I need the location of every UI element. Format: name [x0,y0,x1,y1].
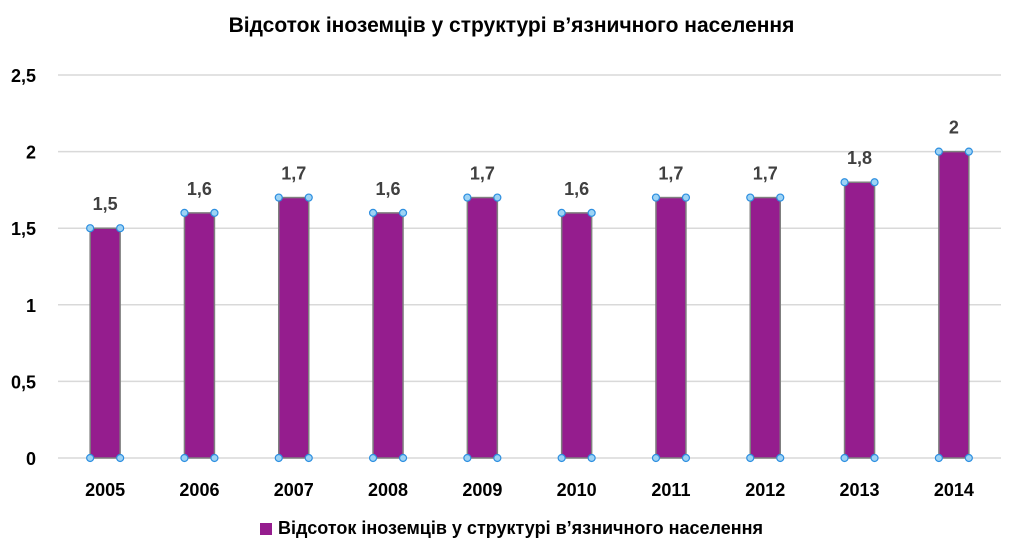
selection-handle [746,453,755,463]
data-label: 1,7 [470,164,495,184]
selection-handle [368,208,378,217]
y-tick-label: 2,5 [11,66,36,86]
bar [843,181,876,459]
bar [466,196,499,459]
data-label: 1,5 [93,194,118,214]
selection-handle [840,178,849,187]
data-label: 1,8 [847,148,872,168]
bar [372,212,404,459]
selection-handle [964,147,973,156]
selection-handle [870,178,879,187]
selection-handle [398,208,408,217]
selection-handle [776,453,785,463]
data-label: 1,6 [376,179,401,199]
y-tick-label: 1 [26,296,36,316]
selection-handle [274,193,283,202]
bar [560,212,593,459]
legend-label: Відсоток іноземців у структурі в’язнично… [278,518,763,538]
chart-title: Відсоток іноземців у структурі в’язнично… [228,14,795,37]
y-tick-label: 2 [26,143,36,163]
selection-handle [681,193,691,202]
selection-handle [304,193,313,202]
x-tick-label: 2006 [179,480,219,500]
bar [938,150,970,459]
selection-handle [463,453,472,463]
selection-handle [651,193,661,202]
legend-swatch [260,522,273,535]
selection-handle [651,453,661,463]
data-label: 2 [949,118,959,138]
x-tick-label: 2008 [368,480,408,500]
data-label: 1,7 [281,164,306,184]
data-label: 1,7 [753,164,778,184]
selection-handle [210,208,219,217]
selection-handle [368,453,378,463]
selection-handle [274,453,283,463]
legend: Відсоток іноземців у структурі в’язнично… [0,518,1023,539]
selection-handle [840,453,849,463]
selection-handle [304,453,313,463]
selection-handle [557,208,566,217]
selection-handle [964,453,973,463]
bar [655,196,687,459]
selection-handle [116,453,125,463]
x-tick-label: 2014 [934,480,974,500]
bar [749,196,781,459]
bar [89,227,121,459]
selection-handle [587,453,596,463]
selection-handle [180,208,189,217]
selection-handle [493,193,502,202]
x-tick-label: 2011 [651,480,690,500]
y-tick-label: 0,5 [11,372,36,392]
selection-handle [681,453,691,463]
x-tick-label: 2005 [85,480,125,500]
selection-handle [776,193,785,202]
selection-handle [587,208,596,217]
selection-handle [934,147,943,156]
selection-handle [934,453,943,463]
x-tick-label: 2010 [557,480,597,500]
selection-handle [398,453,408,463]
bar [183,212,216,459]
x-tick-label: 2012 [745,480,785,500]
selection-handle [463,193,472,202]
data-label: 1,6 [187,179,212,199]
x-tick-label: 2013 [840,480,880,500]
selection-handle [86,224,95,233]
selection-handle [86,453,95,463]
selection-handle [557,453,566,463]
selection-handle [746,193,755,202]
selection-handle [180,453,189,463]
selection-handle [210,453,219,463]
y-tick-label: 1,5 [11,219,36,239]
x-tick-label: 2009 [462,480,502,500]
x-tick-label: 2007 [274,480,314,500]
y-tick-label: 0 [26,449,36,469]
selection-handle [116,224,125,233]
data-label: 1,6 [564,179,589,199]
bar [278,196,310,459]
selection-handle [870,453,879,463]
selection-handle [493,453,502,463]
data-label: 1,7 [658,164,683,184]
